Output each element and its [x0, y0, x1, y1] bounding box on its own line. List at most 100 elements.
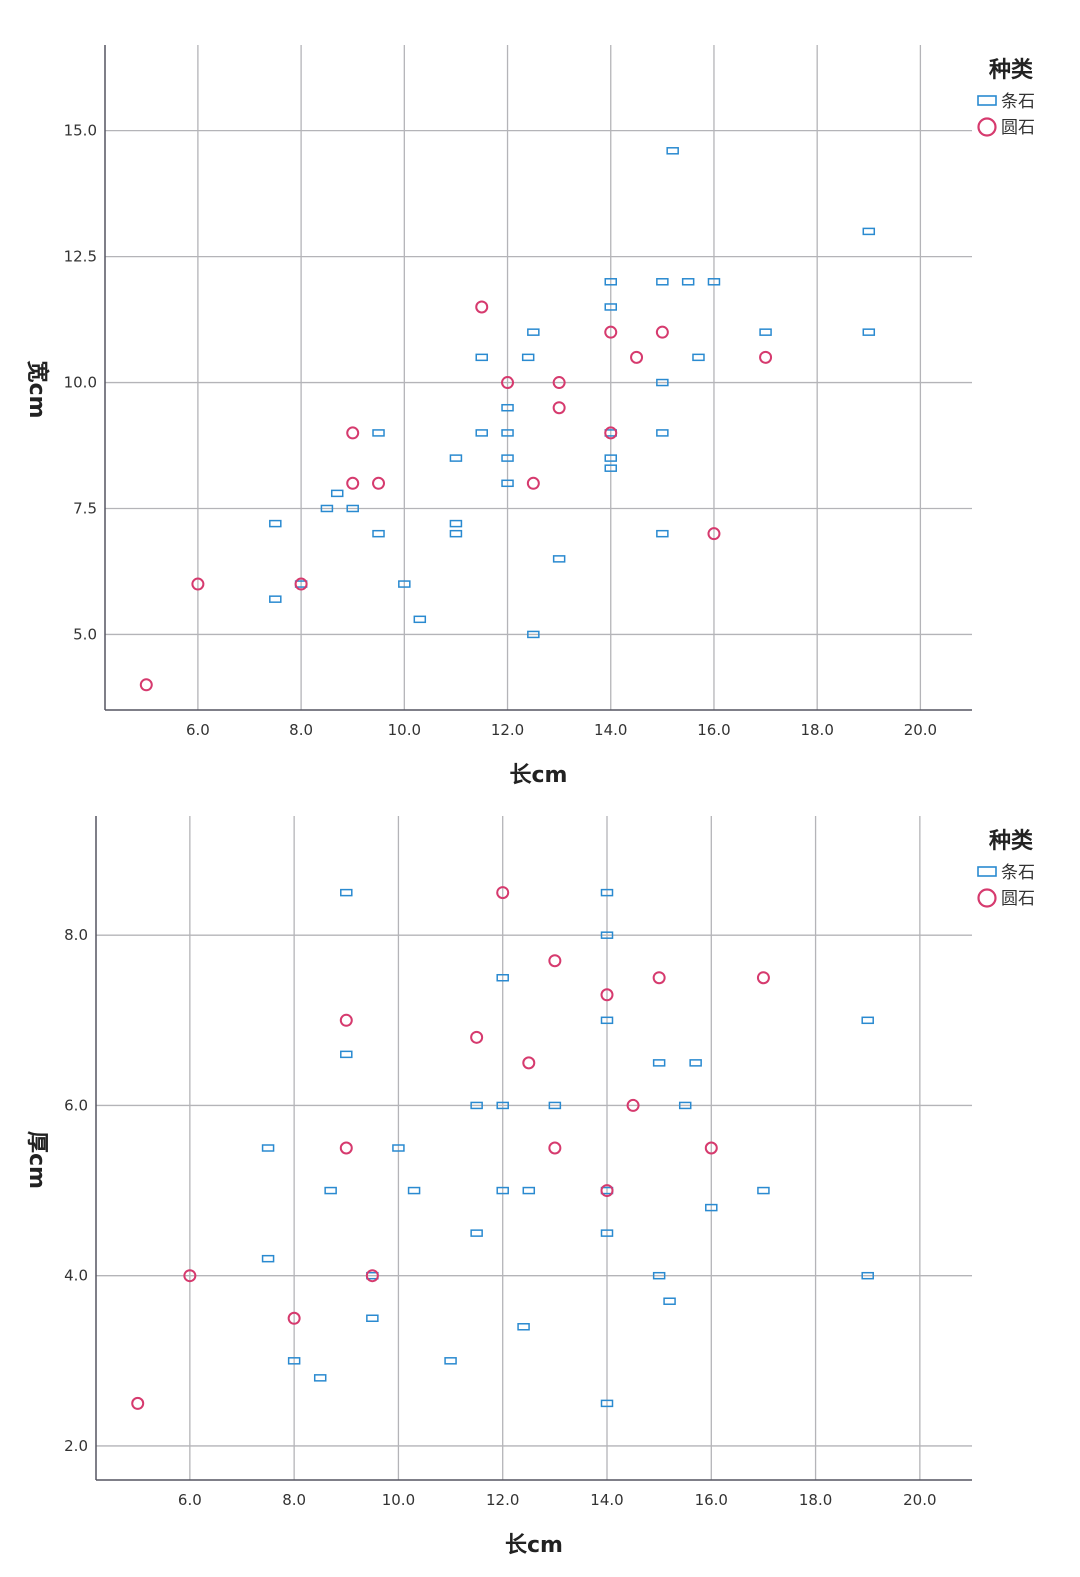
data-point-rect	[313, 1374, 327, 1382]
data-point-rect	[392, 1144, 405, 1152]
x-tick-label: 14.0	[590, 1491, 623, 1509]
data-point-rect	[527, 328, 540, 336]
x-tick-label: 20.0	[904, 721, 937, 739]
x-axis-title: 长cm	[505, 1533, 563, 1558]
x-tick-label: 16.0	[697, 721, 730, 739]
data-point-rect	[689, 1059, 702, 1067]
data-point-circle	[604, 325, 618, 339]
data-point-rect	[759, 328, 772, 336]
data-point-circle	[346, 476, 360, 490]
data-point-rect	[475, 429, 488, 437]
data-point-circle	[496, 886, 510, 900]
chart-top-svg: 6.0 8.0 10.0 12.0 14.0 16.0 18.0 20.0 5.0 7.5 10.0…	[24, 45, 1035, 788]
data-point-rect	[604, 278, 617, 286]
y-axis-title: 厚cm	[24, 1131, 49, 1189]
y-tick-label: 12.5	[64, 248, 97, 266]
x-tick-label: 10.0	[388, 721, 421, 739]
x-tick-label: 6.0	[178, 1491, 202, 1509]
legend-title: 种类	[989, 829, 1034, 854]
data-point-rect	[862, 227, 876, 236]
data-point-circle	[183, 1269, 197, 1283]
data-point-rect	[666, 147, 679, 155]
data-point-rect	[663, 1297, 676, 1305]
data-point-circle	[707, 527, 721, 541]
data-point-circle	[626, 1098, 640, 1112]
data-point-rect	[707, 278, 721, 286]
data-point-rect	[656, 278, 669, 286]
data-point-circle	[548, 1141, 562, 1155]
x-axis-title: 长cm	[510, 763, 568, 788]
x-tick-label: 6.0	[186, 721, 210, 739]
data-point-circle	[372, 476, 386, 490]
data-point-rect	[501, 429, 514, 437]
x-tick-label: 18.0	[800, 721, 833, 739]
data-point-rect	[470, 1229, 483, 1237]
data-point-rect	[269, 595, 282, 603]
data-point-rect	[678, 1101, 692, 1110]
data-point-rect	[656, 378, 669, 387]
legend-label: 圆石	[1001, 118, 1035, 138]
data-point-rect	[527, 630, 540, 639]
data-point-circle	[191, 577, 205, 591]
data-point-rect	[656, 529, 669, 538]
data-point-rect	[600, 931, 614, 939]
x-tick-label: 12.0	[486, 1491, 519, 1509]
data-point-rect	[324, 1186, 337, 1195]
x-tick-label: 18.0	[799, 1491, 832, 1509]
data-point-rect	[656, 429, 669, 437]
data-point-rect	[652, 1271, 666, 1280]
legend-title: 种类	[989, 58, 1034, 83]
data-point-rect	[366, 1314, 379, 1323]
data-point-circle	[655, 325, 669, 339]
data-point-circle	[548, 954, 562, 968]
data-point-rect	[501, 403, 514, 412]
legend-rect-icon	[977, 95, 997, 106]
x-tick-label: 14.0	[594, 721, 627, 739]
data-point-rect	[501, 479, 514, 488]
data-point-rect	[861, 1271, 874, 1280]
data-point-rect	[413, 615, 427, 624]
data-point-rect	[470, 1101, 483, 1110]
data-point-rect	[449, 529, 463, 538]
data-point-circle	[522, 1056, 536, 1070]
x-tick-label: 8.0	[282, 1491, 306, 1509]
data-point-rect	[398, 580, 411, 588]
x-tick-label: 16.0	[695, 1491, 728, 1509]
y-tick-label: 6.0	[64, 1096, 88, 1114]
data-point-rect	[600, 888, 614, 897]
data-point-circle	[756, 971, 770, 985]
data-point-circle	[600, 1184, 614, 1198]
legend-label: 圆石	[1001, 889, 1035, 909]
data-point-rect	[269, 519, 282, 528]
y-axis-title: 宽cm	[24, 361, 50, 419]
data-point-rect	[261, 1144, 275, 1152]
data-point-rect	[705, 1203, 718, 1212]
data-point-rect	[372, 529, 385, 538]
data-point-circle	[339, 1141, 353, 1155]
legend-label: 条石	[1001, 863, 1035, 883]
data-point-circle	[704, 1141, 718, 1155]
data-point-rect	[496, 1101, 509, 1110]
data-point-rect	[600, 1016, 614, 1025]
data-point-rect	[449, 519, 463, 528]
data-point-rect	[407, 1186, 421, 1195]
data-point-rect	[517, 1323, 530, 1331]
x-tick-label: 10.0	[382, 1491, 415, 1509]
data-point-circle	[630, 350, 644, 364]
data-point-rect	[604, 303, 617, 311]
data-point-rect	[600, 1399, 614, 1408]
data-point-rect	[320, 504, 334, 513]
data-point-circle	[604, 426, 618, 440]
data-point-rect	[330, 489, 344, 498]
data-point-circle	[600, 988, 614, 1002]
legend-circle-icon	[977, 117, 997, 137]
scatter-plot-width-vs-length: 6.0 8.0 10.0 12.0 14.0 16.0 18.0 20.0 5.0 7.5 10.0…	[24, 45, 1035, 788]
data-point-rect	[552, 555, 566, 563]
data-point-rect	[522, 1186, 536, 1195]
data-point-circle	[346, 426, 360, 440]
data-point-rect	[604, 464, 617, 472]
legend-rect-icon	[977, 866, 997, 877]
data-point-circle	[652, 971, 666, 985]
data-point-circle	[131, 1396, 145, 1410]
data-point-rect	[340, 888, 353, 897]
